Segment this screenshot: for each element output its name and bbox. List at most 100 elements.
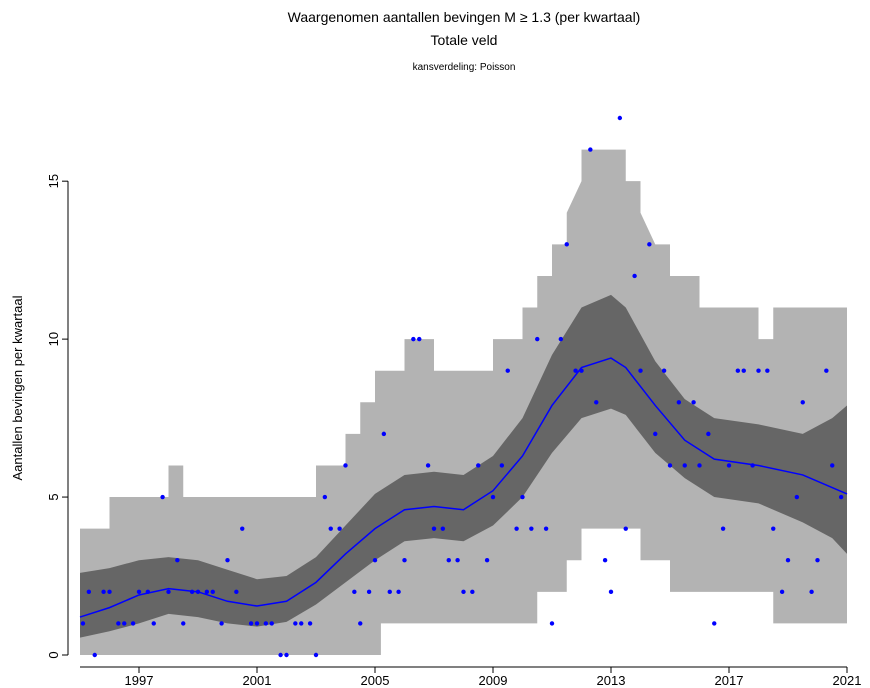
data-point: [328, 526, 333, 531]
data-point: [116, 621, 121, 626]
data-point: [461, 589, 466, 595]
data-point: [189, 589, 195, 595]
data-point: [838, 494, 844, 500]
inner-band: [80, 294, 847, 638]
data-point: [800, 400, 805, 405]
data-point: [558, 336, 564, 342]
data-point: [234, 589, 239, 595]
data-point: [815, 558, 820, 563]
data-point: [151, 621, 156, 626]
data-point: [623, 526, 628, 531]
data-point: [726, 463, 732, 468]
data-point: [785, 558, 791, 563]
data-point: [579, 368, 584, 373]
data-point: [573, 368, 578, 373]
x-tick-label: 2009: [479, 673, 508, 688]
data-point: [720, 526, 726, 531]
data-point: [647, 242, 652, 247]
x-tick-label: 2017: [715, 673, 744, 688]
chart-note: kansverdeling: Poisson: [413, 62, 516, 73]
data-point: [549, 621, 555, 626]
data-point: [358, 621, 363, 626]
data-point: [101, 589, 106, 595]
points-layer: [80, 115, 844, 658]
data-point: [313, 652, 319, 658]
data-point: [779, 589, 785, 595]
data-point: [809, 589, 814, 595]
data-point: [195, 589, 201, 595]
data-point: [712, 621, 717, 626]
data-point: [706, 431, 711, 437]
chart-title: Waargenomen aantallen bevingen M ≥ 1.3 (…: [288, 9, 641, 25]
data-point: [697, 463, 702, 468]
y-tick-label: 15: [46, 174, 61, 188]
x-tick-label: 1997: [125, 673, 154, 688]
data-point: [667, 463, 673, 468]
data-point: [411, 336, 416, 342]
y-tick-label: 5: [46, 493, 61, 500]
data-point: [653, 431, 658, 437]
data-point: [771, 526, 776, 531]
data-point: [278, 652, 283, 658]
data-point: [425, 463, 431, 468]
data-point: [107, 589, 112, 595]
data-point: [417, 336, 422, 342]
data-point: [765, 368, 770, 373]
data-point: [440, 526, 446, 531]
data-point: [499, 463, 505, 468]
trend-line: [79, 357, 848, 618]
data-point: [608, 589, 614, 595]
data-point: [396, 589, 401, 595]
data-point: [455, 558, 460, 563]
data-point: [166, 589, 171, 595]
data-point: [520, 494, 525, 500]
data-point: [387, 589, 392, 595]
x-tick-label: 2001: [243, 673, 272, 688]
data-point: [343, 463, 348, 468]
inner-band-layer: [80, 294, 847, 638]
data-point: [446, 558, 451, 563]
data-point: [130, 621, 136, 626]
y-axis-label: Aantallen bevingen per kwartaal: [10, 295, 25, 480]
data-point: [86, 589, 92, 595]
data-point: [682, 463, 687, 468]
data-point: [476, 463, 481, 468]
outer-band: [80, 149, 847, 655]
data-point: [269, 621, 274, 626]
data-point: [756, 368, 761, 373]
data-point: [638, 368, 643, 373]
outer-band-layer: [80, 149, 847, 655]
data-point: [794, 494, 800, 500]
data-point: [210, 589, 215, 595]
data-point: [80, 621, 86, 626]
data-point: [661, 368, 667, 373]
data-point: [691, 400, 696, 405]
x-tick-label: 2005: [361, 673, 390, 688]
data-point: [431, 526, 437, 531]
data-point: [632, 273, 637, 279]
y-tick-label: 0: [46, 651, 61, 658]
data-point: [564, 242, 569, 247]
data-point: [594, 400, 599, 405]
data-point: [602, 558, 608, 563]
data-point: [337, 526, 342, 531]
x-tick-label: 2013: [597, 673, 626, 688]
data-point: [219, 621, 224, 626]
chart-subtitle: Totale veld: [431, 32, 498, 48]
data-point: [617, 115, 623, 121]
data-point: [225, 558, 230, 563]
data-point: [588, 147, 593, 152]
data-point: [824, 368, 829, 373]
data-point: [299, 621, 304, 626]
data-point: [352, 589, 357, 595]
data-point: [543, 526, 549, 531]
data-point: [181, 621, 186, 626]
data-point: [204, 589, 210, 595]
data-point: [136, 589, 142, 595]
data-point: [514, 526, 519, 531]
data-point: [741, 368, 746, 373]
data-point: [484, 558, 490, 563]
data-point: [470, 589, 475, 595]
data-point: [248, 621, 254, 626]
